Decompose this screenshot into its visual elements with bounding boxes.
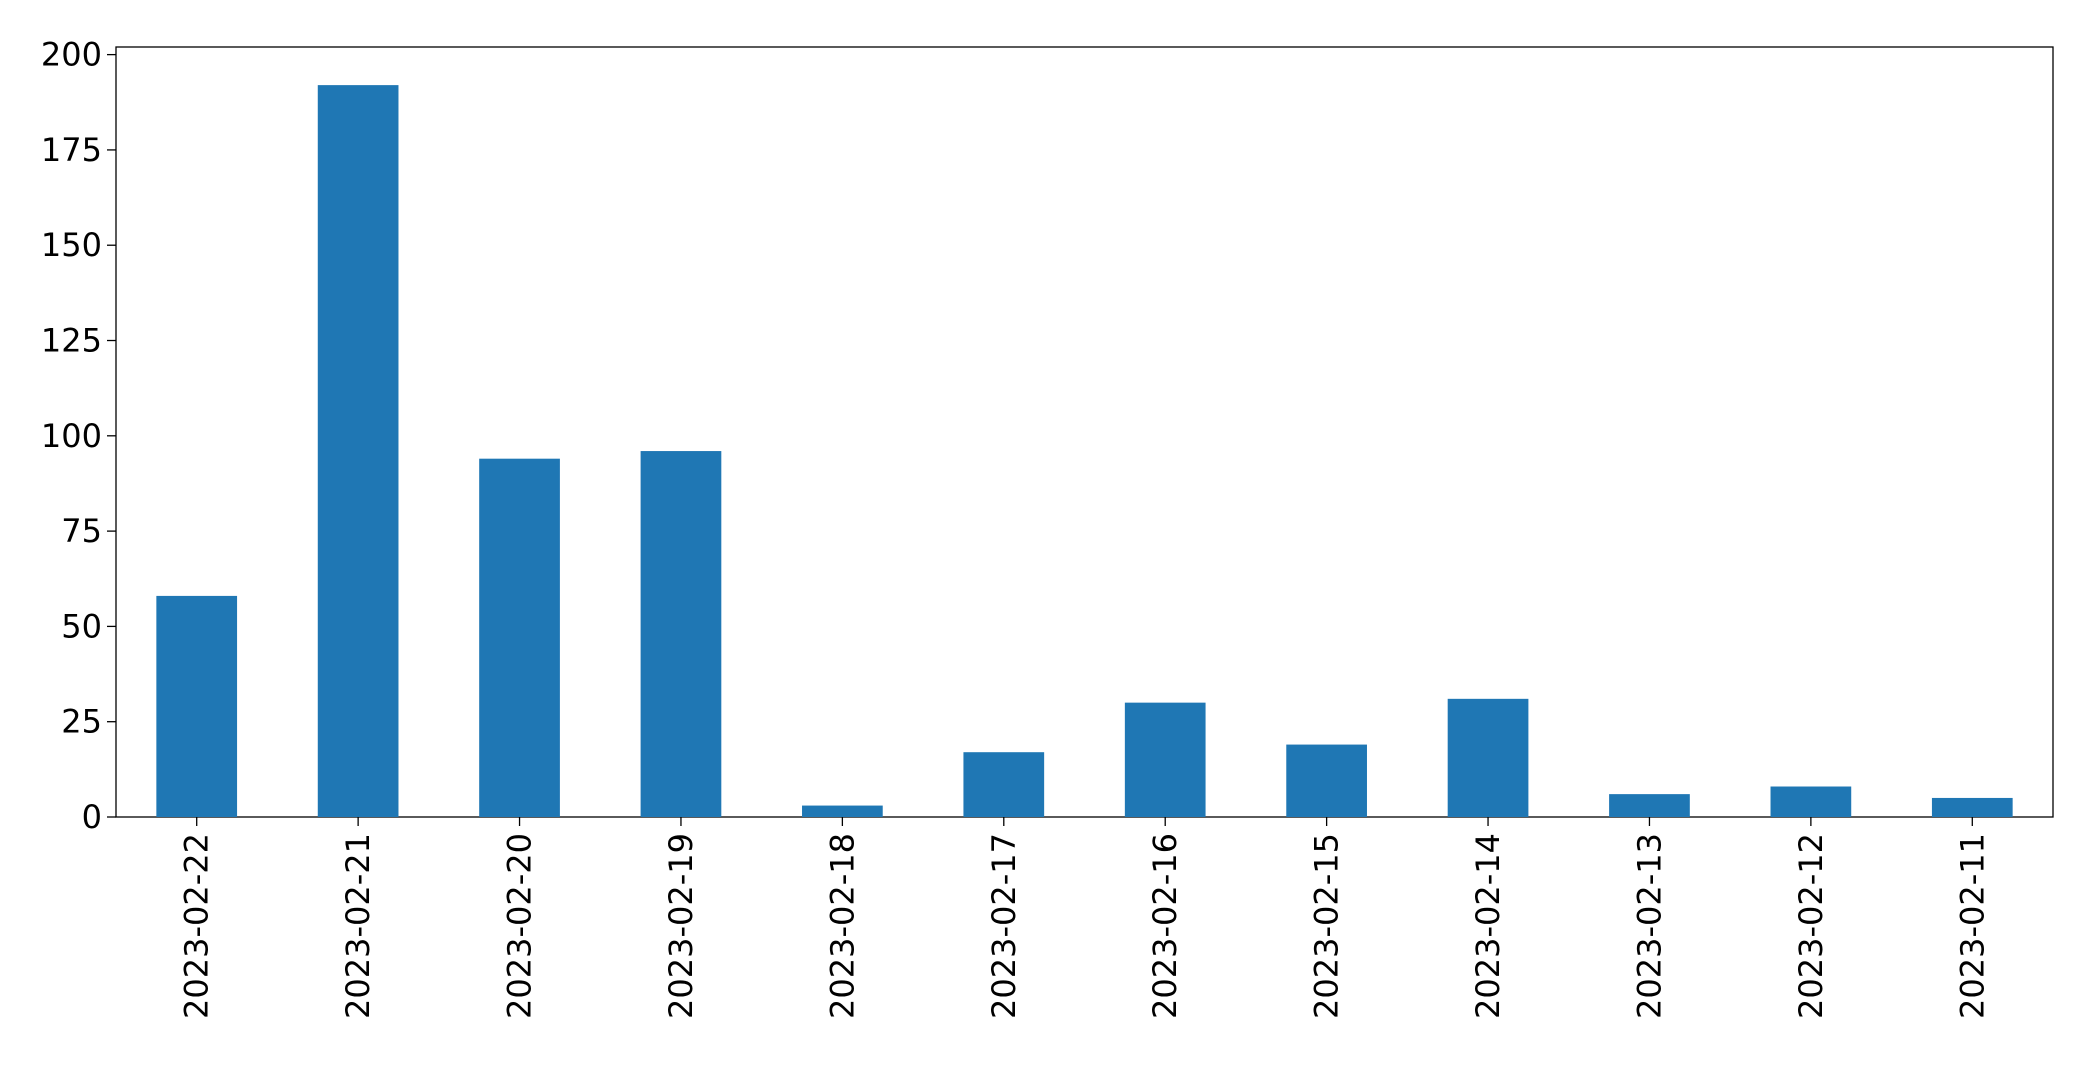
bar <box>1931 797 2013 817</box>
plot-frame <box>115 46 2054 818</box>
x-tick-label: 2023-02-15 <box>1308 833 1346 1019</box>
x-tick-label: 2023-02-18 <box>823 833 861 1019</box>
bar <box>156 595 238 817</box>
bar <box>640 451 722 817</box>
y-tick-label: 200 <box>41 36 102 74</box>
x-tick-label: 2023-02-21 <box>339 833 377 1019</box>
y-tick-label: 0 <box>82 798 102 836</box>
bar <box>1770 786 1852 817</box>
bar <box>1124 702 1206 817</box>
y-tick-label: 25 <box>61 703 102 741</box>
bar <box>963 752 1045 817</box>
y-tick-label: 75 <box>61 512 102 550</box>
y-tick-label: 100 <box>41 417 102 455</box>
x-tick-label: 2023-02-14 <box>1469 833 1507 1019</box>
bar <box>479 458 560 817</box>
x-tick-label: 2023-02-11 <box>1953 833 1991 1019</box>
y-tick-label: 125 <box>41 322 102 360</box>
x-tick-label: 2023-02-16 <box>1146 833 1184 1019</box>
y-tick-label: 50 <box>61 607 102 645</box>
x-tick-label: 2023-02-17 <box>985 833 1023 1019</box>
bar <box>1447 698 1529 817</box>
y-tick-label: 175 <box>41 131 102 169</box>
x-tick-label: 2023-02-19 <box>662 833 700 1019</box>
bar <box>317 85 399 817</box>
bar <box>1609 794 1690 817</box>
bar <box>802 805 883 817</box>
bar <box>1286 744 1367 817</box>
x-tick-label: 2023-02-20 <box>501 833 539 1019</box>
x-tick-label: 2023-02-12 <box>1792 833 1830 1019</box>
x-tick-label: 2023-02-22 <box>178 833 216 1019</box>
y-tick-label: 150 <box>41 226 102 264</box>
x-tick-label: 2023-02-13 <box>1630 833 1668 1019</box>
